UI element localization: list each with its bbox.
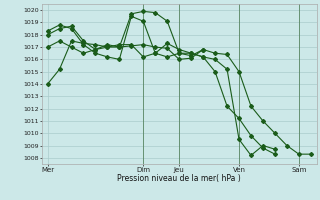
X-axis label: Pression niveau de la mer( hPa ): Pression niveau de la mer( hPa ) xyxy=(117,174,241,183)
